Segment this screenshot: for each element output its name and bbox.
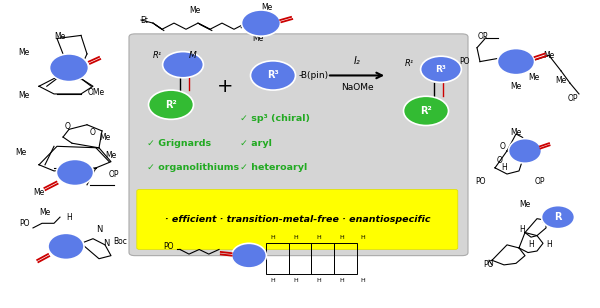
Text: H: H [271, 235, 275, 240]
Text: Me: Me [511, 128, 521, 137]
Text: I₂: I₂ [353, 56, 361, 66]
Text: O: O [497, 156, 503, 165]
Ellipse shape [148, 90, 193, 120]
Text: H: H [271, 278, 275, 283]
Text: ✓ Grignards: ✓ Grignards [147, 139, 211, 148]
Text: O: O [65, 122, 71, 131]
Text: Me: Me [520, 200, 530, 209]
Ellipse shape [542, 206, 575, 229]
Text: NaOMe: NaOMe [341, 83, 373, 92]
Ellipse shape [497, 49, 535, 75]
Text: H: H [316, 278, 321, 283]
Text: N: N [96, 225, 102, 234]
Text: PO: PO [475, 177, 485, 186]
Bar [334, 243, 357, 274]
Text: Me: Me [511, 82, 521, 91]
Text: Me: Me [106, 151, 116, 160]
Ellipse shape [251, 61, 296, 90]
Ellipse shape [56, 160, 94, 185]
Text: PO: PO [484, 260, 494, 270]
Text: Me: Me [40, 208, 50, 217]
Text: Me: Me [19, 48, 29, 57]
Text: R³: R³ [267, 71, 279, 80]
Text: OP: OP [478, 32, 488, 42]
Text: Me: Me [34, 188, 44, 197]
Ellipse shape [49, 54, 89, 82]
Text: ✓ aryl: ✓ aryl [240, 139, 272, 148]
Text: OP: OP [568, 94, 578, 103]
Bar [266, 243, 289, 274]
Text: H: H [501, 163, 507, 172]
Text: OP: OP [535, 177, 545, 186]
Text: Me: Me [100, 132, 110, 142]
Ellipse shape [509, 139, 542, 163]
Text: R¹: R¹ [153, 51, 162, 60]
Text: R¹: R¹ [405, 59, 414, 68]
Text: H: H [293, 235, 298, 240]
Text: ✓ heteroaryl: ✓ heteroaryl [240, 163, 307, 172]
FancyBboxPatch shape [137, 189, 458, 249]
Text: PO: PO [163, 242, 173, 251]
Text: Me: Me [544, 51, 554, 60]
Text: R³: R³ [436, 65, 446, 74]
Text: · efficient · transition-metal-free · enantiospecific: · efficient · transition-metal-free · en… [164, 215, 430, 224]
FancyBboxPatch shape [129, 34, 468, 256]
Text: R²: R² [165, 100, 177, 110]
Text: O: O [499, 142, 505, 151]
Text: Me: Me [556, 75, 566, 85]
Text: Me: Me [19, 91, 29, 100]
Text: H: H [361, 235, 365, 240]
Text: Me: Me [253, 34, 263, 43]
Text: OMe: OMe [88, 88, 104, 97]
Text: -B(pin): -B(pin) [298, 71, 328, 80]
Text: N: N [104, 239, 110, 248]
Bar [311, 243, 334, 274]
Text: Boc: Boc [113, 237, 127, 246]
Text: H: H [339, 278, 344, 283]
Text: Me: Me [262, 3, 272, 12]
Ellipse shape [404, 96, 449, 126]
Text: O: O [90, 128, 96, 137]
Text: R: R [554, 212, 562, 222]
Text: H: H [316, 235, 321, 240]
Ellipse shape [421, 56, 461, 83]
Text: Me: Me [55, 32, 65, 42]
Text: H: H [546, 240, 552, 249]
Text: H: H [293, 278, 298, 283]
Text: H: H [361, 278, 365, 283]
Ellipse shape [48, 233, 84, 259]
Text: Et: Et [140, 15, 148, 25]
Text: Me: Me [16, 148, 26, 157]
Text: ✓ sp³ (chiral): ✓ sp³ (chiral) [240, 114, 310, 123]
Text: H: H [339, 235, 344, 240]
Text: H: H [528, 240, 534, 249]
Text: Me: Me [190, 6, 200, 15]
Text: +: + [217, 77, 233, 96]
Text: H: H [66, 213, 72, 222]
Text: PO: PO [19, 219, 29, 228]
Ellipse shape [232, 243, 266, 268]
Text: ✓ organolithiums: ✓ organolithiums [147, 163, 239, 172]
Text: OP: OP [109, 169, 119, 179]
Bar [289, 243, 311, 274]
Text: Me: Me [529, 72, 539, 82]
Text: H: H [519, 225, 525, 234]
Text: M: M [189, 51, 197, 60]
Ellipse shape [163, 52, 203, 78]
Text: PO: PO [460, 57, 470, 66]
Ellipse shape [241, 10, 281, 36]
Text: R²: R² [420, 106, 432, 116]
